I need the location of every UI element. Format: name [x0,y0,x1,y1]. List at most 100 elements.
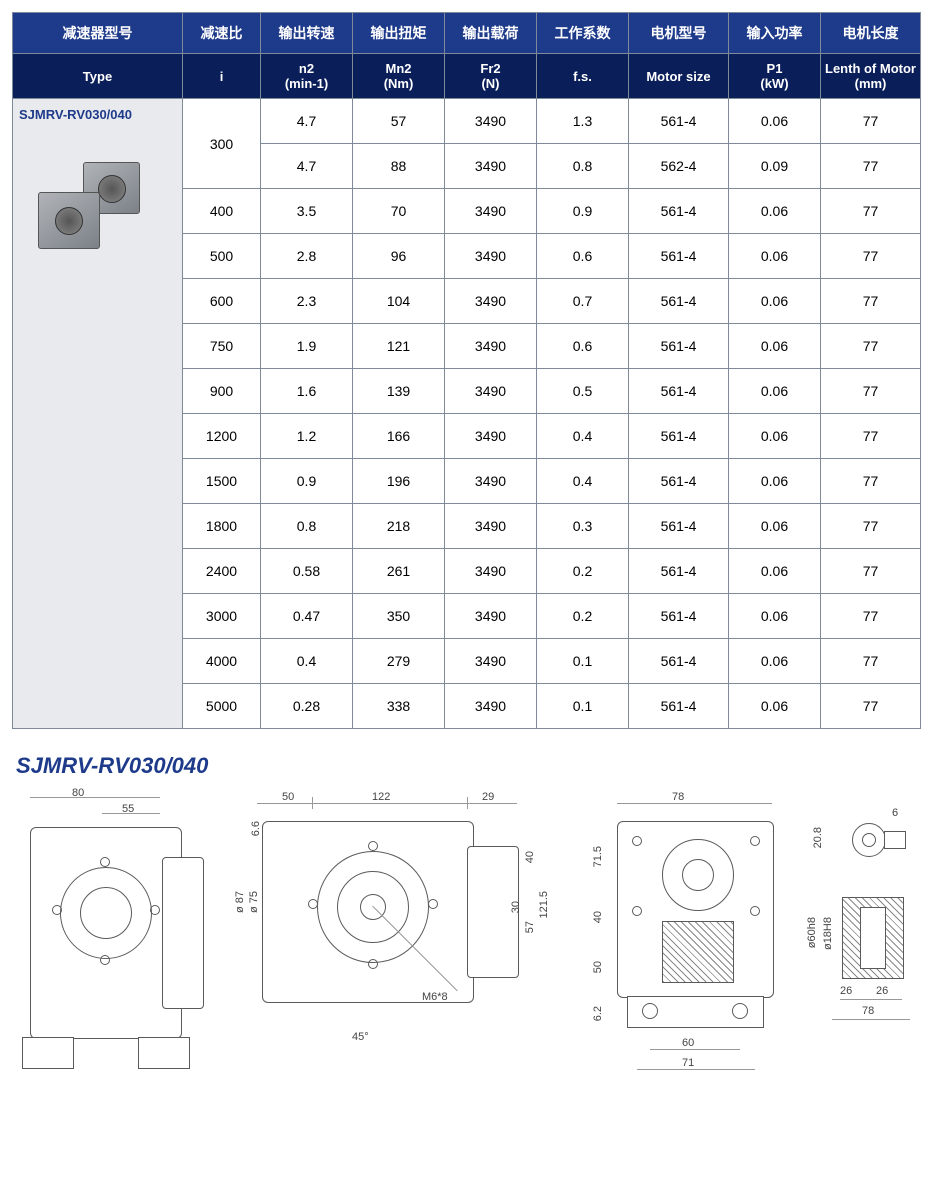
table-row: SJMRV-RV030/0403004.75734901.3561-40.067… [13,99,921,144]
header-row-en: Typein2(min-1)Mn2(Nm)Fr2(N)f.s.Motor siz… [13,54,921,99]
cell-n2: 1.6 [261,369,353,414]
cell-i: 1800 [183,504,261,549]
cell-n2: 2.3 [261,279,353,324]
dim-label: M6*8 [422,991,448,1003]
cell-n2: 4.7 [261,99,353,144]
dim-label: 30 [510,901,522,913]
cell-p1: 0.06 [729,189,821,234]
header-cell-cn: 输出扭矩 [353,13,445,54]
cell-fr2: 3490 [445,234,537,279]
cell-i: 3000 [183,594,261,639]
cell-motor: 562-4 [629,144,729,189]
cell-fr2: 3490 [445,459,537,504]
header-cell-en: Type [13,54,183,99]
spec-table: 减速器型号减速比输出转速输出扭矩输出载荷工作系数电机型号输入功率电机长度 Typ… [12,12,921,729]
cell-p1: 0.06 [729,324,821,369]
cell-mn2: 96 [353,234,445,279]
cell-mn2: 121 [353,324,445,369]
cell-p1: 0.09 [729,144,821,189]
cell-p1: 0.06 [729,99,821,144]
cell-i: 1200 [183,414,261,459]
cell-n2: 2.8 [261,234,353,279]
cell-n2: 0.28 [261,684,353,729]
cell-p1: 0.06 [729,234,821,279]
cell-i: 5000 [183,684,261,729]
dim-label: 20.8 [812,827,824,848]
cell-i: 4000 [183,639,261,684]
dim-label: 71.5 [592,846,604,867]
cell-fr2: 3490 [445,639,537,684]
header-cell-en: Fr2(N) [445,54,537,99]
cell-i: 2400 [183,549,261,594]
cell-motor: 561-4 [629,639,729,684]
cell-motor: 561-4 [629,234,729,279]
dim-label: 26 [876,985,888,997]
cell-fs: 1.3 [537,99,629,144]
header-cell-cn: 输出载荷 [445,13,537,54]
header-cell-en: f.s. [537,54,629,99]
dim-label: 45° [352,1031,369,1043]
cell-motor: 561-4 [629,324,729,369]
cell-fr2: 3490 [445,99,537,144]
cell-i: 500 [183,234,261,279]
dim-label: 60 [682,1037,694,1049]
cell-motor: 561-4 [629,414,729,459]
header-row-cn: 减速器型号减速比输出转速输出扭矩输出载荷工作系数电机型号输入功率电机长度 [13,13,921,54]
cell-len: 77 [821,459,921,504]
cell-mn2: 57 [353,99,445,144]
cell-mn2: 279 [353,639,445,684]
dim-label: 50 [282,791,294,803]
product-illustration [28,142,168,262]
cell-motor: 561-4 [629,279,729,324]
cell-i: 300 [183,99,261,189]
drawing-view-3: 78 71.5 40 50 6.2 60 71 [572,791,802,1101]
header-cell-cn: 输入功率 [729,13,821,54]
cell-i: 400 [183,189,261,234]
dim-label: 121.5 [538,891,550,919]
cell-motor: 561-4 [629,549,729,594]
header-cell-cn: 减速比 [183,13,261,54]
cell-fs: 0.5 [537,369,629,414]
cell-motor: 561-4 [629,99,729,144]
cell-len: 77 [821,549,921,594]
cell-n2: 1.2 [261,414,353,459]
cell-fs: 0.3 [537,504,629,549]
drawing-view-1: 80 55 [12,787,212,1087]
cell-len: 77 [821,414,921,459]
cell-len: 77 [821,234,921,279]
cell-motor: 561-4 [629,459,729,504]
cell-i: 750 [183,324,261,369]
cell-fr2: 3490 [445,684,537,729]
header-cell-cn: 电机长度 [821,13,921,54]
cell-mn2: 196 [353,459,445,504]
header-cell-en: Mn2(Nm) [353,54,445,99]
drawing-title: SJMRV-RV030/040 [16,753,918,779]
dim-label: 40 [524,851,536,863]
header-cell-cn: 输出转速 [261,13,353,54]
cell-n2: 0.4 [261,639,353,684]
type-cell: SJMRV-RV030/040 [13,99,183,729]
dim-label: 29 [482,791,494,803]
cell-i: 1500 [183,459,261,504]
cell-mn2: 218 [353,504,445,549]
dim-label: 40 [592,911,604,923]
cell-i: 900 [183,369,261,414]
header-cell-en: Lenth of Motor(mm) [821,54,921,99]
cell-fs: 0.2 [537,594,629,639]
cell-len: 77 [821,279,921,324]
cell-mn2: 166 [353,414,445,459]
drawing-view-4: 6 20.8 ø60h8 ø18H8 26 26 78 [812,807,922,1087]
cell-mn2: 70 [353,189,445,234]
cell-p1: 0.06 [729,459,821,504]
cell-fr2: 3490 [445,189,537,234]
dim-label: 71 [682,1057,694,1069]
dim-label: ø 87 [234,891,246,913]
cell-motor: 561-4 [629,189,729,234]
cell-fr2: 3490 [445,369,537,414]
cell-fs: 0.4 [537,414,629,459]
header-cell-en: Motor size [629,54,729,99]
cell-fs: 0.7 [537,279,629,324]
cell-p1: 0.06 [729,414,821,459]
header-cell-en: i [183,54,261,99]
cell-fr2: 3490 [445,279,537,324]
